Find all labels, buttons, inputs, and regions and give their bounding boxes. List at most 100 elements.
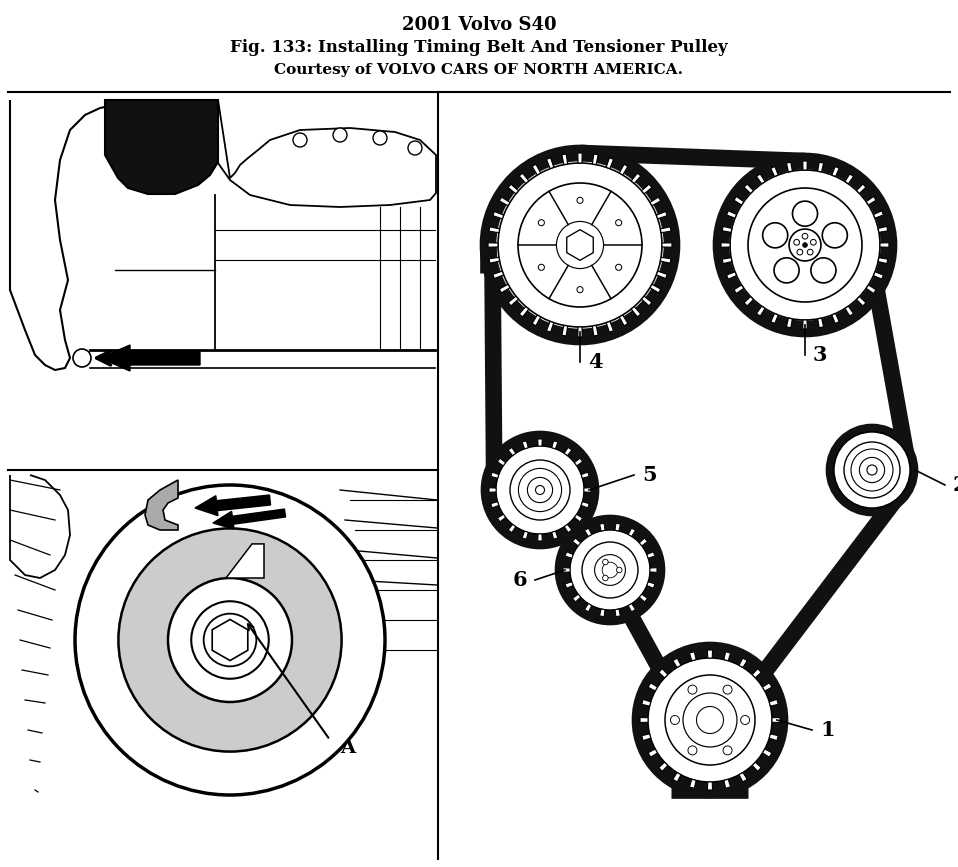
Polygon shape [769,700,778,706]
Polygon shape [787,318,792,328]
Polygon shape [845,306,854,316]
Circle shape [73,349,91,367]
Polygon shape [832,166,839,177]
Polygon shape [673,772,681,782]
Text: Fig. 133: Installing Timing Belt And Tensioner Pulley: Fig. 133: Installing Timing Belt And Ten… [230,40,728,56]
Polygon shape [606,158,613,169]
Polygon shape [575,459,582,466]
Polygon shape [492,212,504,218]
Polygon shape [690,652,696,661]
Circle shape [834,432,910,508]
Circle shape [168,578,292,702]
Polygon shape [489,257,500,264]
FancyArrow shape [195,495,270,516]
Circle shape [577,287,583,293]
Polygon shape [497,459,506,466]
Circle shape [603,559,608,564]
Polygon shape [508,297,518,306]
Polygon shape [628,528,635,537]
Polygon shape [628,603,635,612]
Polygon shape [650,284,661,293]
Polygon shape [642,700,650,706]
Polygon shape [647,582,655,588]
Polygon shape [563,568,570,572]
Polygon shape [856,297,866,306]
Polygon shape [659,762,668,772]
Polygon shape [763,683,772,691]
Circle shape [794,239,800,245]
FancyArrow shape [213,509,285,529]
Polygon shape [546,158,554,169]
Circle shape [671,715,679,725]
Polygon shape [726,211,737,218]
Circle shape [616,219,622,225]
Polygon shape [722,226,732,232]
Polygon shape [631,307,641,316]
Polygon shape [508,184,518,194]
Circle shape [293,133,307,147]
Polygon shape [662,243,672,247]
Polygon shape [519,173,529,184]
Polygon shape [739,658,747,668]
Polygon shape [722,257,732,264]
Circle shape [408,141,422,155]
Polygon shape [489,488,496,492]
Polygon shape [647,551,655,558]
Polygon shape [499,197,510,205]
Circle shape [797,249,803,255]
Circle shape [192,601,269,679]
Polygon shape [650,568,657,572]
Polygon shape [866,197,876,205]
Text: 5: 5 [642,465,656,485]
Circle shape [538,219,544,225]
Circle shape [723,685,732,694]
Polygon shape [690,779,696,788]
Polygon shape [578,327,582,337]
Polygon shape [489,227,500,232]
Text: 6: 6 [513,570,527,590]
Text: 2001 Volvo S40: 2001 Volvo S40 [401,16,557,34]
Circle shape [688,685,697,694]
Polygon shape [226,544,264,578]
Polygon shape [567,230,593,260]
Polygon shape [874,211,883,218]
Polygon shape [707,650,713,658]
Polygon shape [724,779,731,788]
Polygon shape [639,594,648,602]
Circle shape [616,567,622,573]
Circle shape [648,658,772,782]
Polygon shape [522,440,528,449]
Polygon shape [803,320,808,329]
Text: 3: 3 [813,345,828,365]
Circle shape [822,223,848,248]
Circle shape [803,243,808,247]
Circle shape [723,746,732,755]
Polygon shape [752,668,762,678]
Circle shape [730,170,880,320]
Polygon shape [582,502,589,508]
Circle shape [834,432,910,508]
Polygon shape [145,480,178,530]
Polygon shape [772,718,780,722]
Polygon shape [656,212,667,218]
Polygon shape [565,551,573,558]
Polygon shape [565,582,573,588]
Polygon shape [642,733,650,740]
Polygon shape [519,307,529,316]
Polygon shape [803,161,808,170]
Polygon shape [105,100,218,194]
Polygon shape [582,473,589,479]
Circle shape [75,485,385,795]
Polygon shape [845,174,854,184]
Polygon shape [537,534,542,541]
Circle shape [373,131,387,145]
Polygon shape [878,257,888,264]
Polygon shape [874,272,883,279]
Polygon shape [660,257,671,264]
Circle shape [774,257,799,283]
Polygon shape [575,514,582,522]
Polygon shape [744,184,753,193]
Circle shape [802,233,808,239]
Polygon shape [817,162,824,172]
Polygon shape [490,473,499,479]
